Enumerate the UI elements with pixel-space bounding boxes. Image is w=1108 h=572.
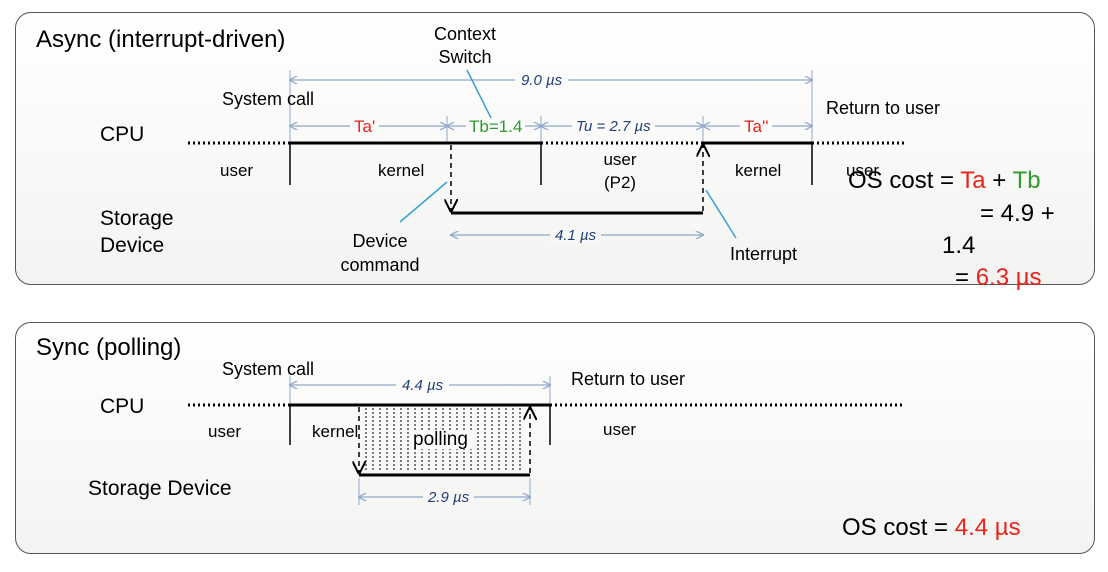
- async-storage-label-2: Device: [100, 234, 165, 257]
- async-cost-result: 6.3 µs: [975, 264, 1042, 291]
- context-switch-label-2: Switch: [438, 47, 492, 67]
- sync-title: Sync (polling): [36, 334, 182, 361]
- sync-return-to-user: Return to user: [571, 369, 686, 389]
- async-title: Async (interrupt-driven): [36, 26, 286, 53]
- async-kernel-right: kernel: [735, 161, 782, 180]
- async-device-command-callout: [399, 181, 448, 223]
- sync-cost-prefix: OS cost =: [842, 514, 955, 541]
- sync-panel: [15, 322, 1095, 554]
- async-device-dim-label: 4.1 µs: [550, 228, 602, 243]
- device-command-label-1: Device: [352, 231, 408, 251]
- sync-device-dim-label: 2.9 µs: [423, 490, 475, 505]
- async-user-right: user: [846, 161, 880, 180]
- async-cost-prefix: OS cost =: [848, 167, 961, 194]
- sync-cpu-label: CPU: [100, 395, 145, 418]
- async-kernel-left: kernel: [378, 161, 425, 180]
- async-os-cost-line4: = 6.3 µs: [955, 266, 1042, 290]
- async-user-p2-2: (P2): [603, 173, 637, 192]
- async-total-dim-label: 9.0 µs: [515, 73, 569, 88]
- async-storage-label-1: Storage: [100, 207, 174, 230]
- async-user-left: user: [220, 161, 254, 180]
- async-cost-plus: +: [985, 167, 1013, 194]
- async-cost-eq: =: [955, 264, 976, 291]
- async-user-p2-1: user: [603, 150, 637, 169]
- async-return-to-user: Return to user: [826, 98, 941, 118]
- async-system-call: System call: [222, 89, 315, 109]
- async-interrupt-callout: [705, 189, 737, 239]
- sync-kernel-label: kernel: [312, 422, 359, 441]
- sync-user-left: user: [208, 422, 242, 441]
- async-context-switch-callout: [466, 69, 494, 123]
- sync-storage-label: Storage Device: [88, 477, 232, 500]
- polling-label: polling: [409, 430, 472, 449]
- sync-total-dim-label: 4.4 µs: [396, 378, 450, 393]
- sync-system-call: System call: [222, 359, 315, 379]
- async-tu-label: Tu = 2.7 µs: [572, 119, 655, 134]
- async-os-cost-line2: = 4.9 +: [980, 200, 1055, 227]
- interrupt-label: Interrupt: [730, 244, 798, 264]
- async-cpu-label: CPU: [100, 123, 145, 146]
- async-cost-tb: Tb: [1012, 167, 1041, 194]
- async-ta-label: Ta': [350, 118, 380, 135]
- device-command-label-2: command: [340, 255, 420, 275]
- context-switch-label-1: Context: [433, 24, 497, 44]
- async-os-cost-line3: 1.4: [942, 232, 976, 259]
- sync-os-cost: OS cost = 4.4 µs: [842, 516, 1021, 540]
- sync-cost-result: 4.4 µs: [954, 514, 1021, 541]
- async-cost-ta: Ta: [960, 167, 986, 194]
- async-tb-label: Tb=1.4: [466, 118, 526, 135]
- sync-user-right: user: [603, 420, 637, 439]
- async-os-cost-line1: OS cost = Ta + Tb: [848, 169, 1041, 193]
- async-ta2-label: Ta'': [740, 118, 773, 135]
